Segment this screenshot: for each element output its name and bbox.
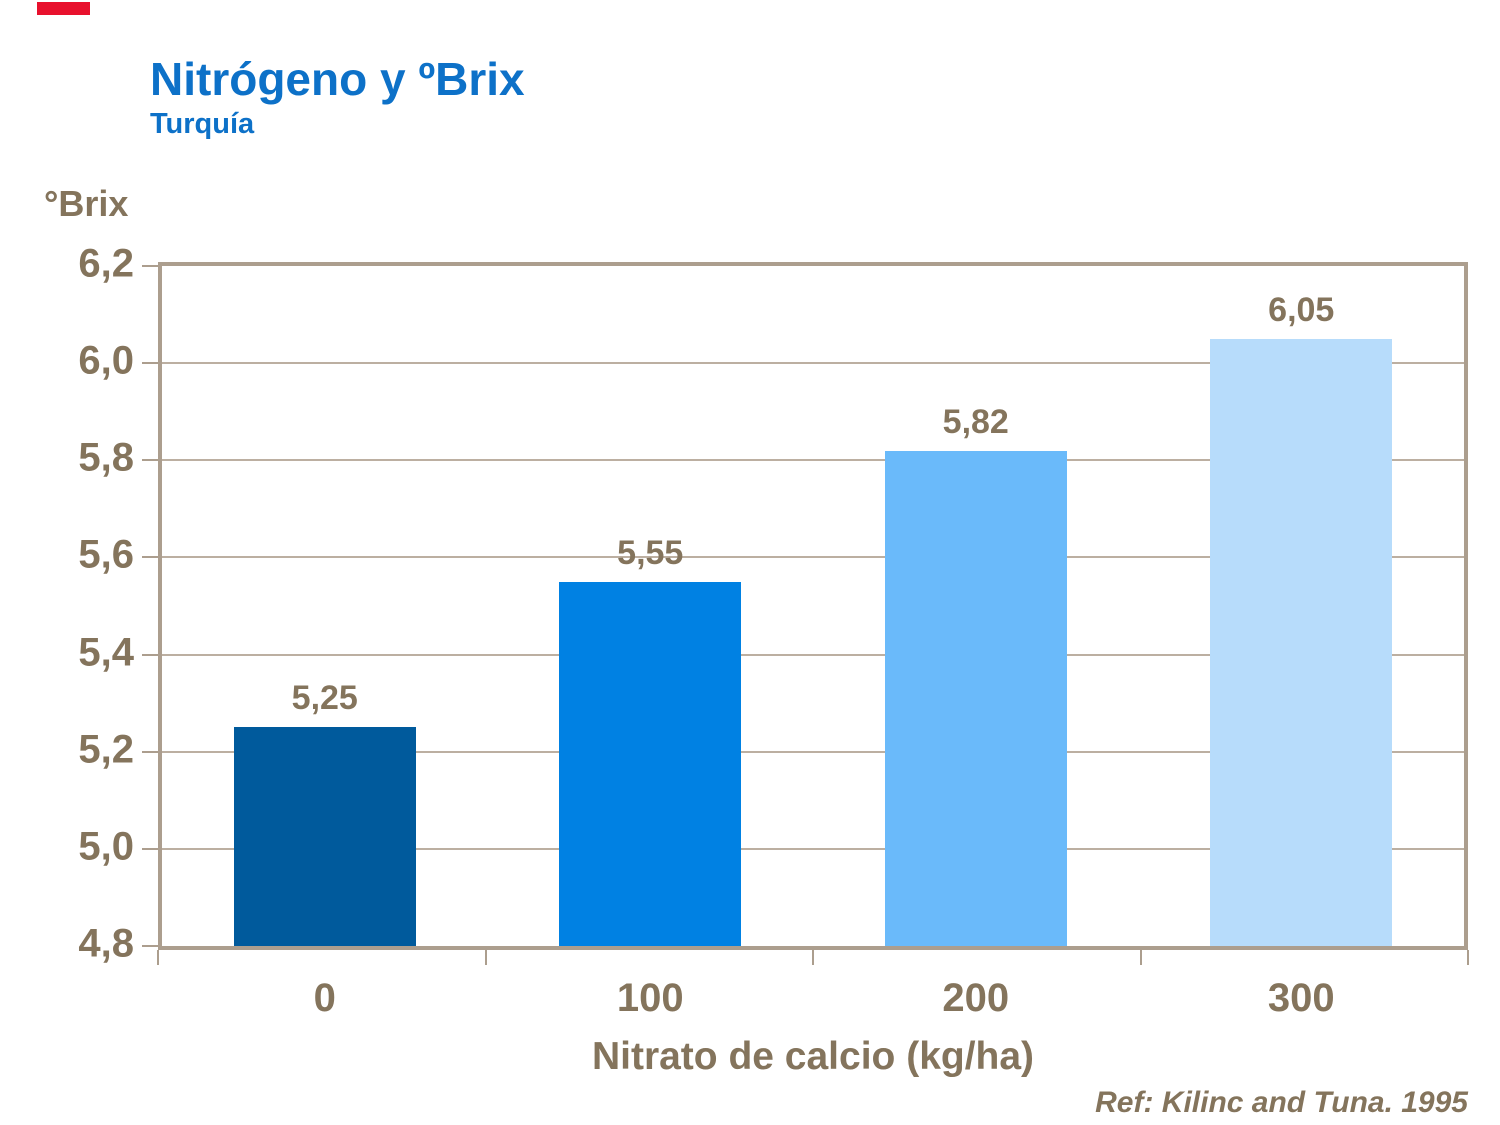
y-tick-label: 6,0 (78, 338, 134, 383)
x-tick-mark (1139, 950, 1142, 965)
gridline (162, 750, 1464, 753)
y-tick-mark (142, 556, 158, 559)
bar-value-label: 5,82 (942, 402, 1009, 441)
bar-200 (884, 450, 1067, 946)
x-tick-mark (157, 950, 159, 965)
plot-area: 5,25 5,55 5,82 6,05 (158, 262, 1468, 950)
y-tick-mark (142, 750, 158, 753)
reference-citation: Ref: Kilinc and Tuna. 1995 (1095, 1086, 1468, 1119)
gridline (162, 556, 1464, 559)
chart-title: Nitrógeno y ºBrix (150, 53, 525, 105)
bar-value-label: 5,25 (291, 679, 358, 718)
x-category-label: 200 (942, 976, 1010, 1020)
x-tick-mark (1467, 950, 1469, 965)
x-category-label: 100 (616, 976, 684, 1020)
x-category-label: 0 (313, 976, 336, 1020)
y-tick-label: 4,8 (78, 921, 134, 966)
y-axis-heading: °Brix (44, 183, 129, 224)
y-tick-mark (142, 945, 158, 947)
red-accent-mark (37, 2, 90, 15)
bar-0 (233, 727, 416, 946)
x-tick-mark (812, 950, 814, 965)
y-tick-label: 6,2 (78, 241, 134, 286)
bar-value-label: 6,05 (1268, 290, 1335, 329)
y-tick-mark (142, 847, 158, 850)
y-tick-label: 5,4 (78, 630, 134, 675)
x-category-label: 300 (1267, 976, 1335, 1020)
x-tick-mark (484, 950, 487, 965)
gridline (162, 653, 1464, 656)
bar-100 (559, 581, 742, 946)
y-tick-mark (142, 459, 158, 462)
bar-300 (1210, 338, 1393, 946)
chart-subtitle: Turquía (150, 108, 255, 140)
y-tick-mark (142, 265, 158, 267)
y-tick-label: 5,2 (78, 727, 134, 772)
y-tick-label: 5,0 (78, 824, 134, 869)
gridline (162, 362, 1464, 365)
y-tick-mark (142, 362, 158, 365)
gridline (162, 459, 1464, 462)
y-tick-mark (142, 653, 158, 656)
gridline (162, 847, 1464, 850)
bar-value-label: 5,55 (617, 533, 684, 572)
x-axis-title: Nitrato de calcio (kg/ha) (591, 1035, 1035, 1078)
y-tick-label: 5,6 (78, 533, 134, 578)
y-tick-label: 5,8 (78, 435, 134, 480)
